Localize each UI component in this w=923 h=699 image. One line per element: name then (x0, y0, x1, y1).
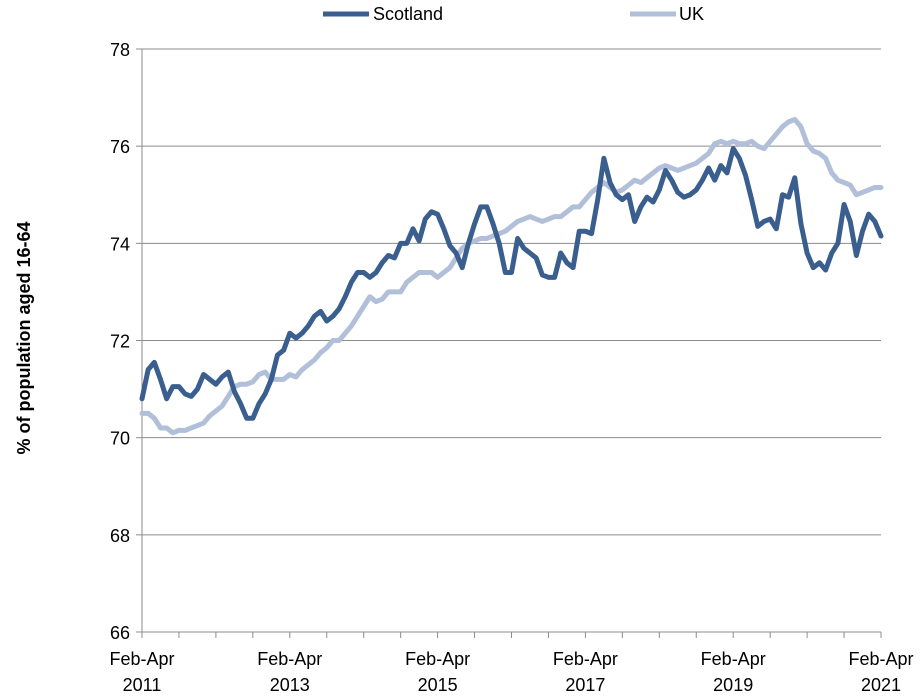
x-tick-label-year: 2019 (713, 675, 753, 695)
x-tick-label: Feb-Apr (257, 649, 322, 669)
x-tick-label-year: 2011 (123, 675, 162, 695)
x-tick-label: Feb-Apr (405, 649, 470, 669)
x-tick-label-year: 2021 (861, 675, 901, 695)
y-tick-label: 78 (110, 40, 130, 60)
series-lines (139, 116, 884, 436)
x-tick-label-year: 2015 (418, 675, 458, 695)
y-tick-label: 66 (110, 623, 130, 643)
x-axis: Feb-Apr 2011 Feb-Apr 2013 Feb-Apr 2015 Feb-Apr… (109, 631, 914, 695)
x-tick-label-year: 2017 (565, 675, 605, 695)
series-line-scotland (139, 146, 884, 421)
x-tick-label: Feb-Apr (109, 649, 174, 669)
y-axis: 66 68 70 72 74 76 78 (110, 40, 143, 643)
y-tick-label: 74 (110, 234, 130, 254)
y-axis-title: % of population aged 16-64 (14, 221, 34, 454)
gridlines (142, 48, 881, 633)
y-tick-label: 76 (110, 137, 130, 157)
legend-label-scotland: Scotland (373, 4, 443, 24)
y-tick-label: 72 (110, 332, 130, 352)
legend-label-uk: UK (679, 4, 704, 24)
x-tick-label: Feb-Apr (701, 649, 766, 669)
series-line-uk (139, 116, 884, 436)
legend: Scotland UK (323, 4, 704, 24)
y-tick-label: 68 (110, 526, 130, 546)
y-tick-label: 70 (110, 429, 130, 449)
x-tick-label: Feb-Apr (553, 649, 618, 669)
x-tick-label: Feb-Apr (848, 649, 913, 669)
x-tick-label-year: 2013 (270, 675, 310, 695)
